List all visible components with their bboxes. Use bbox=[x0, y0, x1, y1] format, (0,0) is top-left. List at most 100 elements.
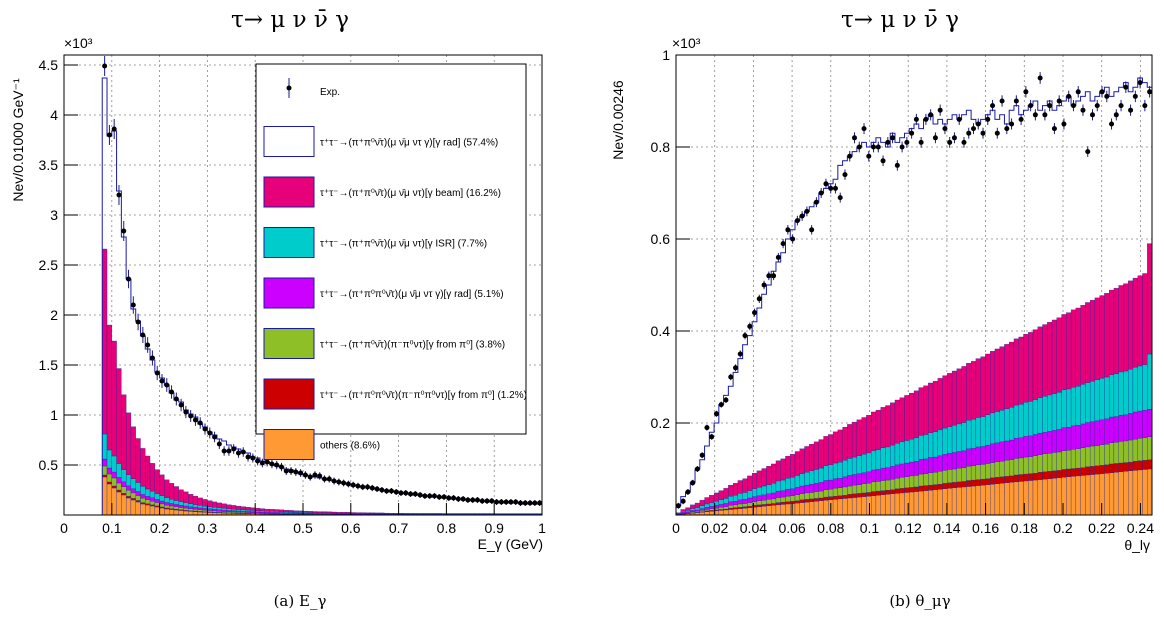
histogram-bar bbox=[823, 489, 829, 498]
histogram-bar bbox=[752, 507, 758, 516]
x-tick-label: 0.02 bbox=[701, 520, 728, 536]
histogram-bar bbox=[1013, 458, 1019, 476]
histogram-bar bbox=[809, 444, 815, 471]
histogram-bar bbox=[752, 505, 758, 508]
histogram-bar bbox=[1085, 474, 1091, 516]
histogram-bar bbox=[1137, 410, 1143, 439]
data-point bbox=[336, 479, 342, 485]
histogram-bar bbox=[718, 504, 724, 508]
histogram-bar bbox=[813, 498, 819, 502]
histogram-bar bbox=[221, 508, 227, 511]
data-point bbox=[212, 434, 218, 440]
histogram-bar bbox=[932, 380, 938, 432]
histogram-bar bbox=[1051, 470, 1057, 479]
histogram-bar bbox=[966, 486, 972, 516]
histogram-bar bbox=[1037, 454, 1043, 473]
histogram-bar bbox=[847, 458, 853, 476]
histogram-bar bbox=[909, 438, 915, 463]
histogram-bar bbox=[794, 487, 800, 495]
histogram-bar bbox=[928, 484, 934, 491]
histogram-bar bbox=[775, 502, 781, 506]
histogram-bar bbox=[718, 499, 724, 505]
data-point bbox=[894, 162, 900, 168]
histogram-bar bbox=[847, 485, 853, 495]
data-point bbox=[431, 493, 437, 499]
histogram-bar bbox=[116, 489, 122, 493]
histogram-bar bbox=[932, 484, 938, 490]
histogram-bar bbox=[871, 495, 877, 516]
histogram-bar bbox=[1132, 461, 1138, 471]
chart-panel-angle: τ→ μ ν ν̄ γ Nev/0.00246 ×10³ θ_lγ (b) θ_… bbox=[610, 7, 1154, 610]
data-point bbox=[828, 185, 834, 191]
histogram-bar bbox=[694, 509, 700, 512]
x-tick-label: 0.2 bbox=[150, 520, 170, 536]
histogram-bar bbox=[1089, 380, 1096, 422]
histogram-bar bbox=[890, 466, 896, 480]
histogram-bar bbox=[116, 491, 122, 516]
data-point bbox=[956, 116, 962, 122]
stacked-histogram bbox=[675, 243, 1153, 516]
histogram-bar bbox=[135, 501, 141, 516]
histogram-bar bbox=[956, 487, 962, 516]
histogram-bar bbox=[178, 489, 184, 502]
histogram-bar bbox=[188, 506, 194, 509]
data-point bbox=[1094, 103, 1100, 109]
histogram-bar bbox=[694, 502, 700, 508]
histogram-bar bbox=[899, 463, 905, 478]
chart-panel-energy: τ→ μ ν ν̄ γ Nev/0.01000 GeV⁻¹ ×10³ E_γ (… bbox=[10, 7, 546, 610]
histogram-bar bbox=[704, 509, 710, 512]
histogram-bar bbox=[875, 490, 881, 496]
histogram-bar bbox=[899, 477, 905, 489]
histogram-bar bbox=[752, 496, 758, 502]
histogram-bar bbox=[823, 465, 829, 481]
histogram-bar bbox=[1037, 479, 1043, 516]
histogram-bar bbox=[111, 471, 117, 479]
histogram-bar bbox=[818, 497, 824, 501]
data-point bbox=[852, 135, 857, 141]
data-point bbox=[980, 130, 986, 136]
histogram-bar bbox=[728, 495, 734, 502]
histogram-bar bbox=[1013, 481, 1019, 516]
histogram-bar bbox=[140, 494, 146, 499]
histogram-bar bbox=[947, 482, 953, 489]
histogram-bar bbox=[747, 497, 753, 503]
histogram-bar bbox=[947, 488, 953, 516]
histogram-bar bbox=[1032, 455, 1038, 474]
histogram-bar bbox=[928, 457, 934, 473]
histogram-bar bbox=[130, 492, 136, 499]
histogram-bar bbox=[1004, 344, 1010, 409]
histogram-bar bbox=[1137, 438, 1143, 461]
y-tick-label: 1.5 bbox=[39, 357, 59, 373]
histogram-bar bbox=[154, 505, 160, 508]
histogram-bar bbox=[728, 509, 734, 516]
histogram-bar bbox=[1042, 324, 1048, 397]
histogram-bar bbox=[799, 485, 805, 494]
histogram-bar bbox=[149, 491, 155, 498]
data-point bbox=[494, 499, 500, 505]
data-point bbox=[513, 499, 519, 505]
histogram-bar bbox=[216, 507, 222, 510]
histogram-bar bbox=[809, 498, 815, 502]
histogram-bar bbox=[818, 500, 824, 516]
data-point bbox=[164, 382, 170, 388]
histogram-bar bbox=[932, 472, 938, 485]
histogram-bar bbox=[164, 479, 170, 498]
histogram-bar bbox=[956, 423, 962, 452]
data-point bbox=[1142, 103, 1148, 109]
histogram-bar bbox=[780, 504, 786, 516]
histogram-bar bbox=[866, 415, 872, 454]
data-point bbox=[975, 121, 981, 127]
data-point bbox=[365, 484, 371, 490]
histogram-bar bbox=[804, 484, 810, 494]
data-point bbox=[1090, 112, 1095, 118]
data-point bbox=[1037, 75, 1043, 81]
histogram-bar bbox=[1132, 411, 1138, 440]
histogram-bar bbox=[1109, 289, 1115, 375]
histogram-bar bbox=[159, 503, 165, 508]
data-point bbox=[804, 208, 810, 214]
data-point bbox=[503, 499, 509, 505]
legend: Exp. τ⁺τ⁻→(π⁺π⁰ν̄τ)(μ ν̄μ ντ γ)[γ rad] (5… bbox=[255, 63, 527, 460]
histogram-bar bbox=[937, 378, 943, 431]
data-point bbox=[1132, 93, 1138, 99]
histogram-bar bbox=[909, 475, 915, 488]
